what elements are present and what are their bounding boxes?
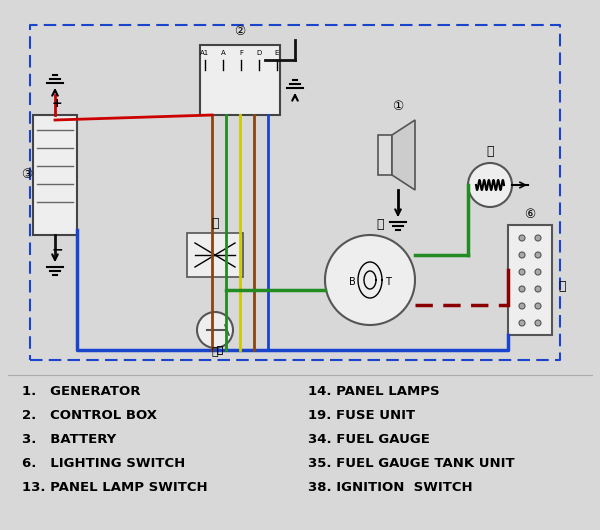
Circle shape [535, 303, 541, 309]
FancyBboxPatch shape [200, 45, 280, 115]
Circle shape [519, 252, 525, 258]
Text: ③: ③ [22, 169, 32, 181]
Text: ㉞: ㉞ [217, 344, 223, 354]
FancyBboxPatch shape [33, 115, 77, 235]
Text: +: + [52, 97, 62, 110]
FancyBboxPatch shape [508, 225, 552, 335]
Text: ⑥: ⑥ [524, 208, 536, 221]
Text: 1.   GENERATOR: 1. GENERATOR [22, 385, 140, 398]
Text: ⑲: ⑲ [211, 217, 219, 230]
Circle shape [519, 320, 525, 326]
FancyBboxPatch shape [187, 233, 243, 277]
Text: ⑬: ⑬ [558, 280, 566, 293]
Text: ②: ② [235, 25, 245, 38]
Text: ㉞: ㉞ [376, 218, 384, 231]
Text: 6.   LIGHTING SWITCH: 6. LIGHTING SWITCH [22, 457, 185, 470]
Text: T: T [385, 277, 391, 287]
Circle shape [535, 320, 541, 326]
Circle shape [519, 269, 525, 275]
Text: F: F [239, 50, 243, 56]
Text: 34. FUEL GAUGE: 34. FUEL GAUGE [308, 433, 430, 446]
Text: −: − [51, 242, 63, 256]
Circle shape [468, 163, 512, 207]
Circle shape [535, 286, 541, 292]
Text: 2.   CONTROL BOX: 2. CONTROL BOX [22, 409, 157, 422]
Text: B: B [349, 277, 355, 287]
Circle shape [519, 286, 525, 292]
Text: D: D [256, 50, 262, 56]
Text: 35. FUEL GAUGE TANK UNIT: 35. FUEL GAUGE TANK UNIT [308, 457, 515, 470]
Circle shape [197, 312, 233, 348]
Text: E: E [275, 50, 279, 56]
Text: ①: ① [392, 100, 404, 113]
Circle shape [519, 235, 525, 241]
Text: 14. PANEL LAMPS: 14. PANEL LAMPS [308, 385, 440, 398]
FancyBboxPatch shape [378, 135, 392, 175]
Text: 13. PANEL LAMP SWITCH: 13. PANEL LAMP SWITCH [22, 481, 208, 494]
Text: 3.   BATTERY: 3. BATTERY [22, 433, 116, 446]
Circle shape [535, 252, 541, 258]
Text: ㊳: ㊳ [212, 347, 218, 357]
Text: 19. FUSE UNIT: 19. FUSE UNIT [308, 409, 415, 422]
Polygon shape [392, 120, 415, 190]
Text: ㉟: ㉟ [486, 145, 494, 158]
Text: 38. IGNITION  SWITCH: 38. IGNITION SWITCH [308, 481, 473, 494]
Circle shape [535, 235, 541, 241]
Circle shape [325, 235, 415, 325]
Text: A1: A1 [200, 50, 209, 56]
Circle shape [519, 303, 525, 309]
Text: ㊳: ㊳ [217, 344, 223, 354]
FancyBboxPatch shape [8, 8, 592, 363]
Text: A: A [221, 50, 226, 56]
Circle shape [535, 269, 541, 275]
